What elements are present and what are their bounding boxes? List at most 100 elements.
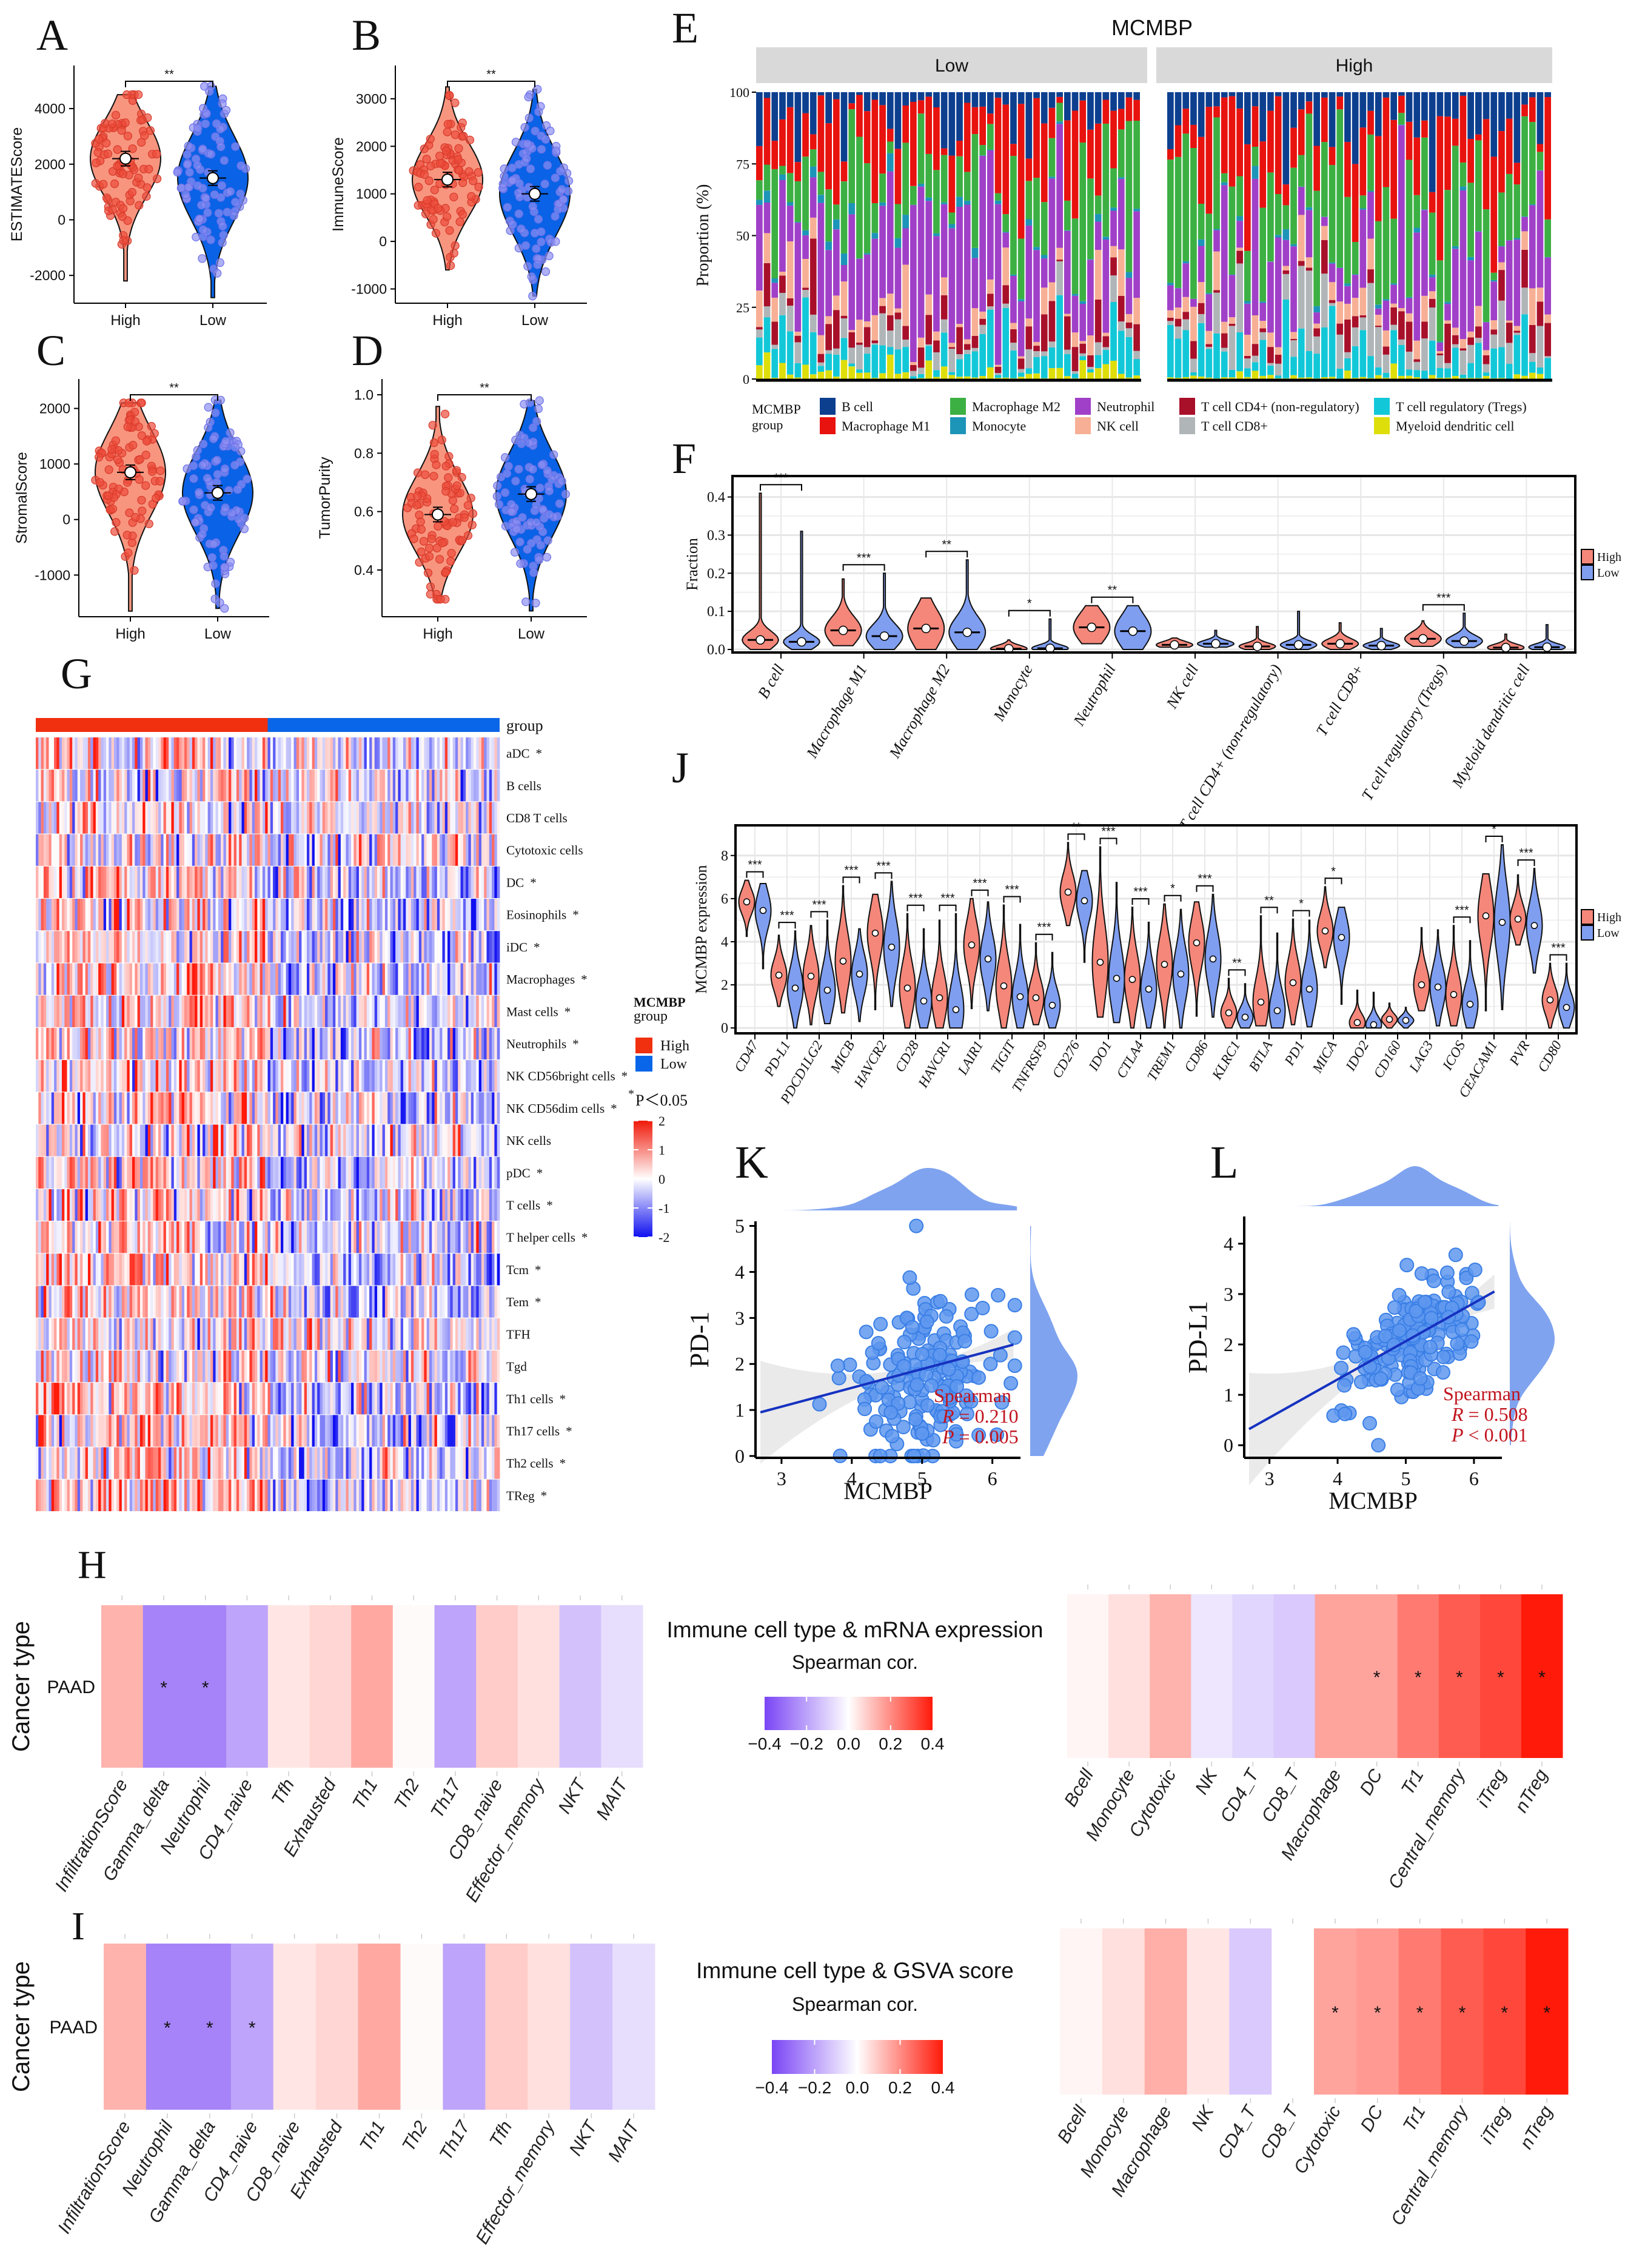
significance-star: * [611,1101,617,1116]
heatmap-cell [106,899,109,931]
heatmap-cell [247,834,250,866]
heatmap-cell [351,1092,354,1124]
data-point [220,604,229,613]
row-label-text: Cytotoxic cells [506,843,583,857]
data-point [152,150,161,159]
heatmap-cell [36,1027,39,1060]
heatmap-cell [147,1124,151,1156]
median-marker [1370,1021,1378,1028]
heatmap-cell [153,1189,156,1221]
heatmap-cell [210,995,213,1027]
stacked-bar-segment [1205,92,1213,107]
heatmap-cell [353,834,357,866]
heatmap-cell [299,931,302,963]
heatmap-cell [463,963,466,995]
stacked-bar-segment [1375,327,1382,367]
heatmap-cell [358,1189,362,1221]
heatmap-cell [432,1027,435,1060]
stacked-bar-segment [756,329,763,338]
data-point [429,215,438,224]
heatmap-cell [377,1189,380,1221]
stacked-bar-segment [1344,358,1351,371]
heatmap-cell [80,1092,83,1124]
significance-label: *** [1133,885,1148,899]
heatmap-cell [267,802,271,834]
heatmap-cell [101,931,104,963]
data-point [508,163,517,173]
heatmap-cell [257,866,261,898]
heatmap-cell [111,899,115,931]
y-tick-label: 100 [729,85,749,100]
stacked-bar-segment [1352,327,1359,346]
stacked-bar-segment [779,363,786,379]
stacked-bar-segment [933,92,940,107]
heatmap-cell [377,737,380,770]
stacked-bar-segment [1328,147,1336,166]
stacked-bar-segment [1475,306,1482,327]
heatmap-cell [429,1027,432,1060]
heatmap-cell [260,834,263,866]
heatmap-cell [382,1189,386,1221]
heatmap-cell [210,1189,213,1221]
heatmap-cell [59,995,62,1027]
heatmap-cell [229,963,232,995]
heatmap-cell [257,802,261,834]
heatmap-cell [494,1027,498,1060]
heatmap-cell [129,1124,133,1156]
heatmap-cell [215,866,219,898]
median-marker [1211,639,1221,649]
heatmap-cell [132,1156,135,1189]
stacked-bar-segment [1251,355,1259,363]
heatmap-cell [267,866,271,898]
heatmap-cell [463,866,466,898]
heatmap-cell [59,899,62,931]
heatmap-cell [346,931,349,963]
heatmap-cell [239,737,242,770]
heatmap-cell [129,802,133,834]
heatmap-cell [184,963,187,995]
stacked-bar-segment [1117,92,1125,109]
median-marker [1376,640,1386,651]
heatmap-cell [150,899,153,931]
heatmap-cell [476,963,480,995]
stacked-bar-segment [987,92,994,114]
heatmap-cell [119,995,122,1027]
heatmap-cell [124,834,127,866]
stacked-bar-segment [802,297,809,365]
heatmap-cell [223,802,227,834]
stacked-bar-segment [1328,92,1336,147]
heatmap-cell [106,834,109,866]
heatmap-cell [54,1027,57,1060]
significance-label: ** [1071,820,1081,834]
heatmap-cell [309,1124,312,1156]
heatmap-cell [489,770,492,802]
stacked-bar-segment [1040,92,1048,124]
stacked-bar-segment [1344,352,1351,358]
heatmap-cell [270,1189,273,1221]
heatmap-cell [418,995,422,1027]
heatmap-cell [49,1060,52,1092]
heatmap-cell [101,770,104,802]
heatmap-cell [61,963,65,995]
violin-high [1445,925,1462,1027]
heatmap-cell [229,1124,232,1156]
heatmap-cell [142,770,146,802]
heatmap-cell [403,995,406,1027]
heatmap-cell [304,1189,307,1221]
data-point [95,135,104,144]
stacked-bar-segment [1010,329,1017,343]
data-point [531,599,540,608]
data-point [436,594,445,604]
heatmap-cell [280,1189,284,1221]
heatmap-cell [137,1092,141,1124]
stacked-bar-segment [1117,374,1125,379]
heatmap-cell [474,834,477,866]
heatmap-cell [392,963,396,995]
heatmap-cell [56,1221,60,1253]
data-point [218,99,227,109]
heatmap-cell [265,866,268,898]
heatmap-cell [474,866,477,898]
heatmap-cell [38,1156,41,1189]
stacked-bar-segment [802,230,809,236]
heatmap-cell [226,1060,229,1092]
